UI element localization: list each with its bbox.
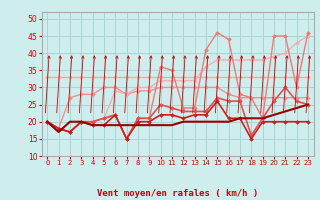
Text: Vent moyen/en rafales ( km/h ): Vent moyen/en rafales ( km/h ) [97, 189, 258, 198]
